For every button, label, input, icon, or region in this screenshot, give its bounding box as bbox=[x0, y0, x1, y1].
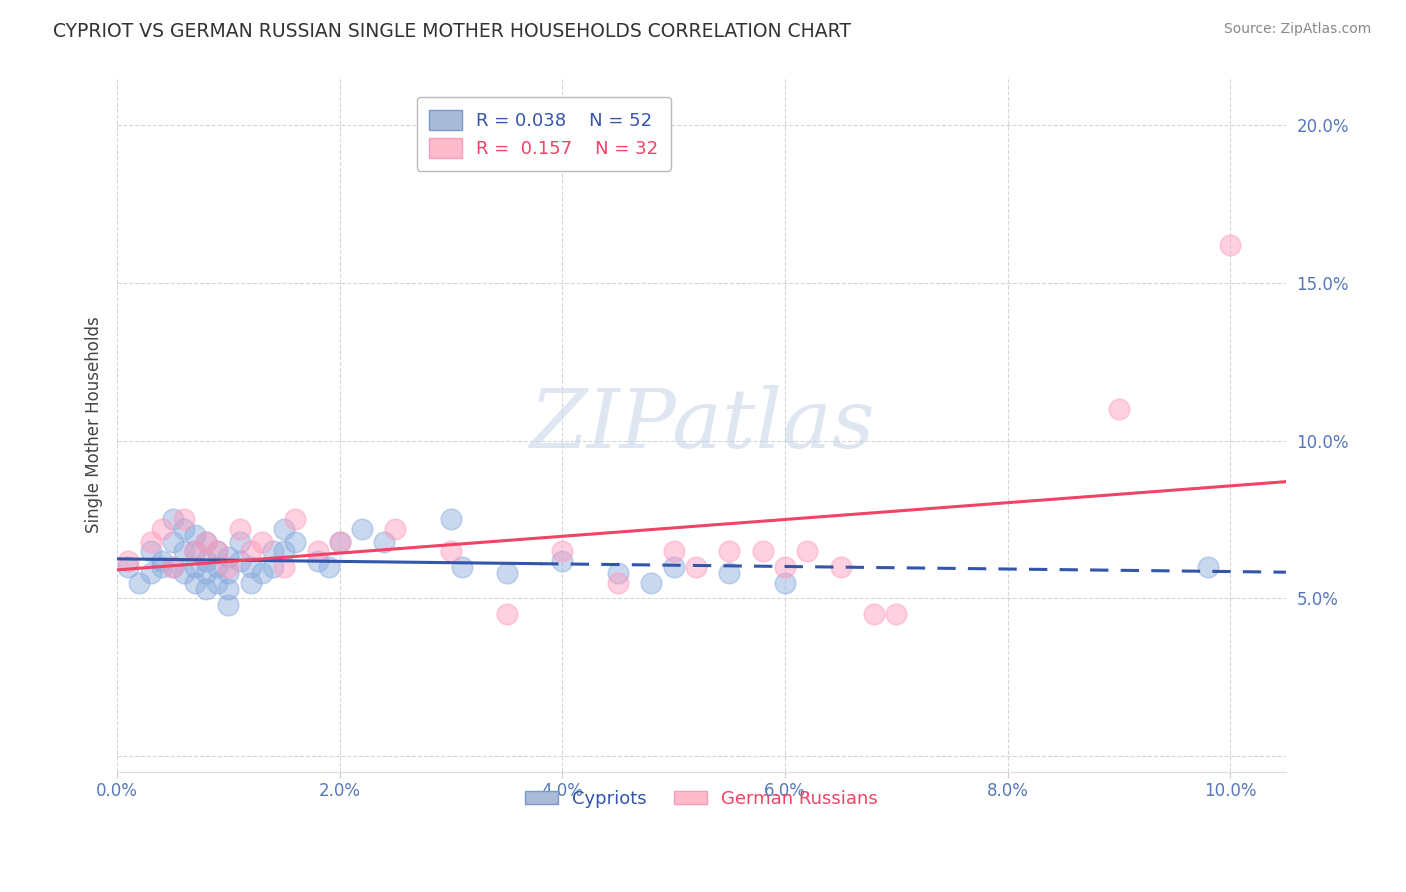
Point bbox=[184, 528, 207, 542]
Point bbox=[662, 559, 685, 574]
Point bbox=[752, 544, 775, 558]
Point bbox=[284, 534, 307, 549]
Point bbox=[207, 575, 229, 590]
Point bbox=[607, 575, 630, 590]
Point bbox=[551, 553, 574, 567]
Point bbox=[262, 559, 284, 574]
Point bbox=[773, 575, 796, 590]
Point bbox=[796, 544, 818, 558]
Point bbox=[228, 534, 250, 549]
Point bbox=[1197, 559, 1219, 574]
Point bbox=[662, 544, 685, 558]
Point bbox=[184, 559, 207, 574]
Text: ZIPatlas: ZIPatlas bbox=[529, 384, 875, 465]
Point bbox=[495, 566, 517, 581]
Point bbox=[128, 575, 150, 590]
Point bbox=[329, 534, 352, 549]
Text: Source: ZipAtlas.com: Source: ZipAtlas.com bbox=[1223, 22, 1371, 37]
Legend: Cypriots, German Russians: Cypriots, German Russians bbox=[519, 782, 884, 815]
Point bbox=[117, 559, 139, 574]
Point bbox=[218, 550, 240, 565]
Point bbox=[440, 512, 463, 526]
Point bbox=[830, 559, 852, 574]
Point bbox=[173, 512, 195, 526]
Point bbox=[239, 559, 262, 574]
Point bbox=[307, 553, 329, 567]
Point bbox=[195, 534, 218, 549]
Point bbox=[228, 553, 250, 567]
Point bbox=[384, 522, 406, 536]
Point bbox=[440, 544, 463, 558]
Point bbox=[250, 534, 273, 549]
Point bbox=[718, 566, 741, 581]
Point bbox=[150, 522, 173, 536]
Point bbox=[250, 566, 273, 581]
Point bbox=[495, 607, 517, 622]
Point bbox=[173, 544, 195, 558]
Point bbox=[273, 544, 295, 558]
Point bbox=[207, 544, 229, 558]
Text: CYPRIOT VS GERMAN RUSSIAN SINGLE MOTHER HOUSEHOLDS CORRELATION CHART: CYPRIOT VS GERMAN RUSSIAN SINGLE MOTHER … bbox=[53, 22, 852, 41]
Point bbox=[207, 544, 229, 558]
Point bbox=[184, 544, 207, 558]
Point bbox=[150, 553, 173, 567]
Point bbox=[117, 553, 139, 567]
Point bbox=[1219, 237, 1241, 252]
Point bbox=[1108, 401, 1130, 416]
Point bbox=[373, 534, 395, 549]
Point bbox=[195, 534, 218, 549]
Point bbox=[329, 534, 352, 549]
Point bbox=[451, 559, 474, 574]
Y-axis label: Single Mother Households: Single Mother Households bbox=[86, 317, 103, 533]
Point bbox=[184, 544, 207, 558]
Point bbox=[173, 566, 195, 581]
Point bbox=[273, 559, 295, 574]
Point bbox=[139, 534, 162, 549]
Point bbox=[184, 575, 207, 590]
Point bbox=[718, 544, 741, 558]
Point bbox=[228, 522, 250, 536]
Point bbox=[218, 566, 240, 581]
Point bbox=[352, 522, 374, 536]
Point bbox=[139, 566, 162, 581]
Point bbox=[284, 512, 307, 526]
Point bbox=[150, 559, 173, 574]
Point bbox=[162, 559, 184, 574]
Point bbox=[886, 607, 908, 622]
Point bbox=[218, 559, 240, 574]
Point bbox=[162, 559, 184, 574]
Point bbox=[318, 559, 340, 574]
Point bbox=[773, 559, 796, 574]
Point bbox=[207, 559, 229, 574]
Point bbox=[162, 534, 184, 549]
Point bbox=[139, 544, 162, 558]
Point bbox=[239, 544, 262, 558]
Point bbox=[239, 575, 262, 590]
Point bbox=[218, 582, 240, 596]
Point bbox=[685, 559, 707, 574]
Point bbox=[273, 522, 295, 536]
Point bbox=[173, 522, 195, 536]
Point bbox=[307, 544, 329, 558]
Point bbox=[195, 553, 218, 567]
Point bbox=[218, 598, 240, 612]
Point bbox=[195, 582, 218, 596]
Point bbox=[863, 607, 886, 622]
Point bbox=[551, 544, 574, 558]
Point bbox=[162, 512, 184, 526]
Point bbox=[262, 544, 284, 558]
Point bbox=[640, 575, 662, 590]
Point bbox=[607, 566, 630, 581]
Point bbox=[195, 566, 218, 581]
